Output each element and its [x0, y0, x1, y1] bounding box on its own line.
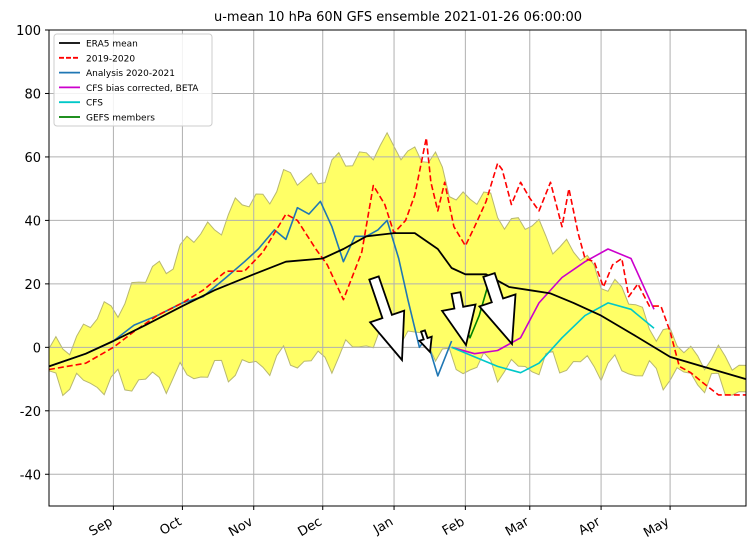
chart-title: u-mean 10 hPa 60N GFS ensemble 2021-01-2… — [214, 10, 582, 25]
spread-envelope — [48, 131, 747, 397]
y-tick-label: -40 — [20, 468, 41, 483]
arrow-annotation — [368, 275, 406, 363]
y-tick-label: -20 — [20, 405, 41, 420]
legend-label-analysis: Analysis 2020-2021 — [86, 69, 175, 79]
legend-label-cfs-bias: CFS bias corrected, BETA — [86, 84, 199, 94]
x-tick-label: Jan — [370, 514, 396, 538]
legend-label-gefs: GEFS members — [86, 114, 155, 124]
series-line-era5 — [48, 232, 747, 380]
legend: ERA5 mean 2019-2020 Analysis 2020-2021 CFS … — [53, 33, 213, 127]
series-layer — [48, 137, 747, 396]
arrow-annotation — [440, 291, 477, 348]
envelope-layer — [48, 131, 747, 397]
x-tick-label: Sep — [87, 514, 116, 539]
y-tick-label: 80 — [24, 87, 41, 102]
legend-label-y2019: 2019-2020 — [86, 54, 135, 64]
arrow-layer — [368, 271, 517, 363]
legend-entries: ERA5 mean 2019-2020 Analysis 2020-2021 CFS … — [59, 40, 199, 124]
x-tick-label: Mar — [503, 514, 532, 540]
x-tick-label: May — [641, 514, 672, 541]
x-axis: Sep Oct Nov Dec Jan Feb Mar Apr May — [87, 506, 672, 541]
y-tick-label: 0 — [33, 341, 41, 356]
y-tick-label: 40 — [24, 214, 41, 229]
y-tick-label: 20 — [24, 278, 41, 293]
series-line-analysis — [48, 200, 453, 377]
y-tick-label: 60 — [24, 151, 41, 166]
y-axis: -40 -20 0 20 40 60 80 100 — [16, 24, 49, 483]
series-line-cfs-bias — [451, 248, 655, 355]
x-tick-label: Oct — [157, 514, 184, 538]
legend-label-era5: ERA5 mean — [86, 40, 138, 50]
legend-label-cfs: CFS — [86, 99, 103, 109]
plot-frame — [48, 29, 747, 507]
series-line-y2019 — [48, 137, 746, 396]
x-tick-label: Feb — [440, 514, 467, 539]
y-tick-label: 100 — [16, 24, 41, 39]
arrow-annotation — [477, 271, 517, 347]
series-line-cfs — [451, 302, 655, 374]
x-tick-label: Nov — [226, 514, 256, 540]
legend-box — [53, 33, 213, 127]
x-tick-label: Dec — [295, 514, 324, 540]
x-tick-label: Apr — [576, 514, 604, 539]
arrow-annotation — [417, 329, 433, 355]
